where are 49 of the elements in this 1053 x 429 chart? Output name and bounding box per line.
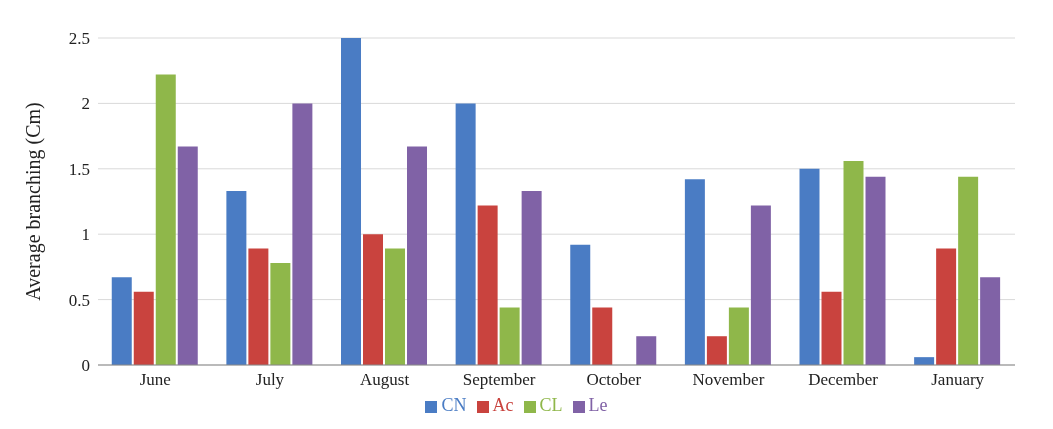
bar <box>521 191 542 365</box>
x-tick-label: August <box>360 370 410 390</box>
x-tick-label: June <box>139 370 171 390</box>
y-tick-label: 0.5 <box>68 290 90 310</box>
bar <box>499 307 520 365</box>
bar <box>270 262 291 365</box>
y-tick-label: 1.5 <box>68 159 90 179</box>
bar <box>292 103 313 365</box>
bar <box>248 248 269 365</box>
y-tick-label: 2.5 <box>68 29 90 49</box>
bar <box>570 244 591 365</box>
bar <box>455 103 476 365</box>
bar <box>750 205 771 365</box>
bar <box>407 146 428 365</box>
bar <box>843 160 864 365</box>
bar <box>177 146 198 365</box>
x-tick-label: September <box>462 370 536 390</box>
bar <box>155 74 176 365</box>
bar <box>865 176 886 365</box>
x-tick-label: December <box>808 370 879 390</box>
y-axis-title: Average branching (Cm) <box>22 102 46 301</box>
bar <box>363 234 384 365</box>
bar <box>799 168 820 365</box>
bar <box>226 191 247 365</box>
x-tick-label: October <box>586 370 642 390</box>
legend-label: Le <box>588 395 608 415</box>
legend-label: CL <box>539 395 563 415</box>
bar <box>592 307 613 365</box>
x-tick-label: January <box>931 370 985 390</box>
bar <box>477 205 498 365</box>
bar <box>385 248 406 365</box>
legend-label: Ac <box>492 395 514 415</box>
y-tick-label: 1 <box>81 225 90 245</box>
bar <box>706 336 727 365</box>
bar <box>821 291 842 365</box>
bar <box>341 38 362 365</box>
bar <box>636 336 657 365</box>
y-tick-label: 2 <box>81 94 90 114</box>
legend-label: CN <box>441 395 467 415</box>
x-tick-label: July <box>255 370 285 390</box>
x-tick-label: November <box>692 370 765 390</box>
bar <box>980 277 1001 365</box>
bar <box>111 277 132 365</box>
y-tick-label: 0 <box>81 356 90 376</box>
bar <box>133 291 154 365</box>
bar <box>958 176 979 365</box>
bar <box>684 179 705 365</box>
bar <box>936 248 957 365</box>
bar <box>728 307 749 365</box>
